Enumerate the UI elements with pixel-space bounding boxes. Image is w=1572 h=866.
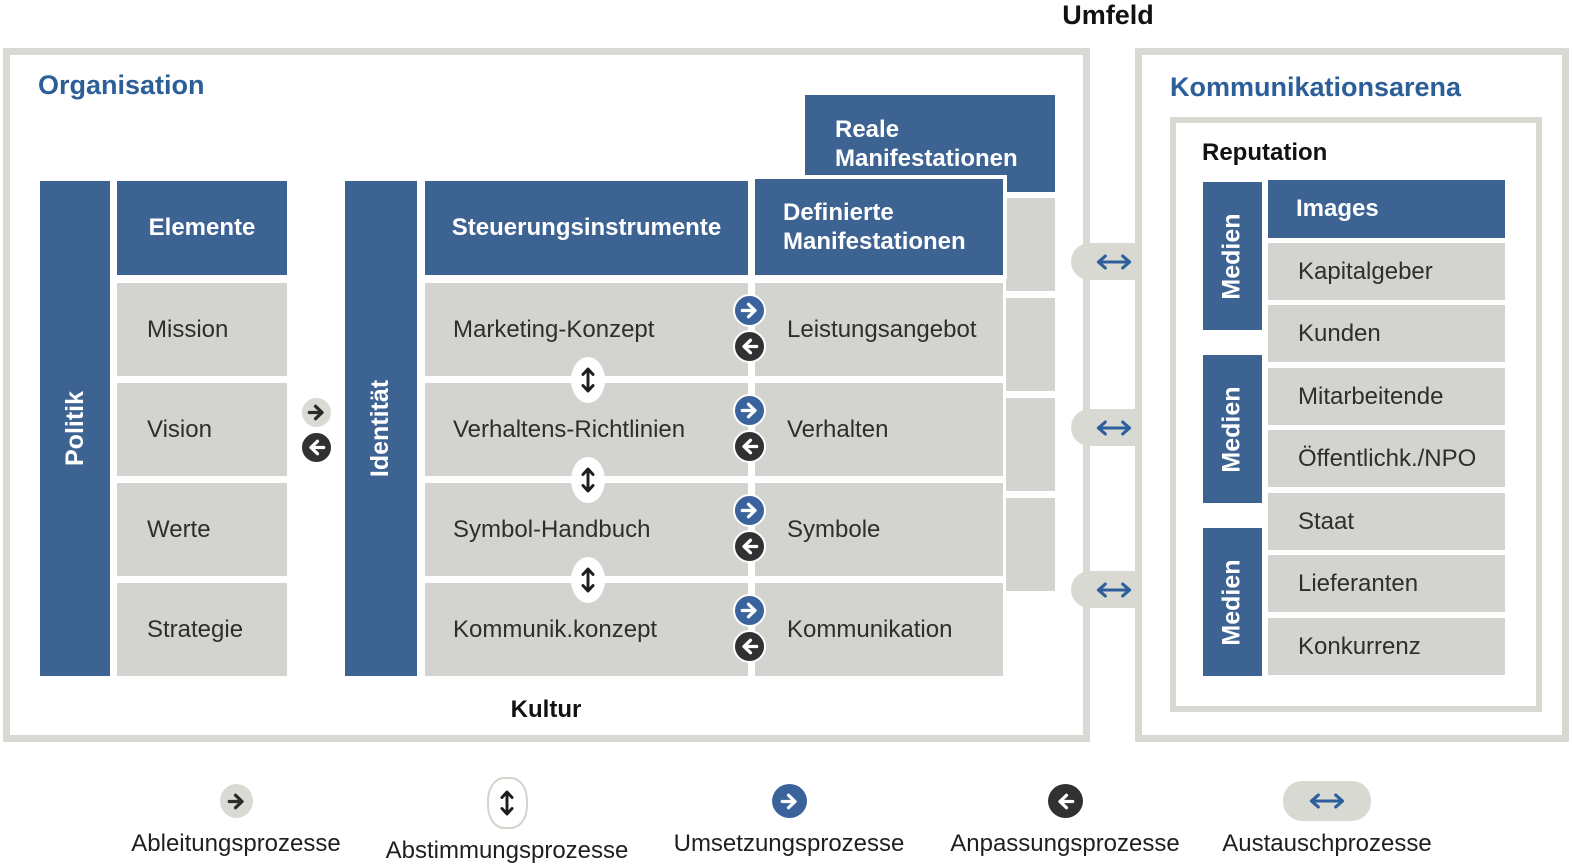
legend-item-austausch: Austauschprozesse [1187,781,1467,858]
legend-label: Umsetzungsprozesse [673,830,905,857]
politik-label: Politik [60,390,89,467]
reale-line2: Manifestationen [835,144,1018,172]
element-row-strategie: Strategie [117,583,287,676]
elemente-header: Elemente [117,181,287,275]
umsetzung-icon [733,394,766,427]
legend-item-anpassung: Anpassungsprozesse [925,784,1205,858]
right-arrow-blue-icon [771,784,807,818]
row-label: Verhaltens-Richtlinien [453,415,686,443]
row-label: Mitarbeitende [1298,382,1444,410]
politik-bar: Politik [40,181,110,676]
anpassung-icon [733,330,766,363]
reale-line1: Reale [835,115,900,143]
umsetzung-icon [733,294,766,327]
definierte-line1: Definierte [783,199,894,226]
stakeholder-row-staat: Staat [1268,493,1505,550]
left-arrow-dark-icon [1047,784,1083,818]
elemente-header-label: Elemente [148,214,256,241]
medien-label: Medien [1218,212,1246,300]
row-label: Kunden [1298,319,1381,347]
umfeld-title: Umfeld [1062,0,1154,30]
umsetzung-icon [733,494,766,527]
row-label: Kapitalgeber [1298,257,1433,285]
abstimmung-icon [571,457,605,503]
organisation-title: Organisation [38,70,205,100]
anpassung-icon [300,431,333,464]
row-label: Kommunikation [787,615,953,643]
medien-label: Medien [1218,558,1246,646]
identitaet-label: Identität [366,379,395,478]
row-label: Strategie [147,615,244,643]
steuerung-header-label: Steuerungsinstrumente [451,214,722,241]
row-label: Lieferanten [1298,569,1419,597]
medien-bar: Medien [1203,528,1262,676]
legend-label: Abstimmungsprozesse [385,837,629,864]
vertical-double-arrow-icon [486,777,528,829]
kommunikationsarena-title: Kommunikationsarena [1170,72,1462,102]
legend-item-abstimmung: Abstimmungsprozesse [367,777,647,865]
abstimmung-icon [571,557,605,603]
legend-label: Austauschprozesse [1222,830,1432,857]
stakeholder-row-mitarbeitende: Mitarbeitende [1268,368,1505,425]
definierte-row-leistungsangebot: Leistungsangebot [755,283,1003,376]
legend-item-umsetzung: Umsetzungsprozesse [649,784,929,858]
reputation-label: Reputation [1202,139,1328,166]
row-label: Verhalten [787,415,889,443]
stakeholder-row-kapitalgeber: Kapitalgeber [1268,243,1505,300]
row-label: Konkurrenz [1298,632,1421,660]
anpassung-icon [733,530,766,563]
row-label: Marketing-Konzept [453,315,655,343]
stakeholder-row-konkurrenz: Konkurrenz [1268,618,1505,675]
medien-bar: Medien [1203,355,1262,503]
images-header-label: Images [1296,195,1379,222]
anpassung-icon [733,630,766,663]
reale-block [1006,498,1055,591]
definierte-line2: Manifestationen [783,228,966,255]
row-label: Staat [1298,507,1355,535]
medien-bar: Medien [1203,182,1262,330]
umsetzung-icon [733,594,766,627]
row-label: Werte [147,515,211,543]
ableitung-icon [300,396,333,429]
kultur-label: Kultur [510,696,582,723]
legend-item-ableitung: Ableitungsprozesse [96,784,376,858]
definierte-row-symbole: Symbole [755,483,1003,576]
abstimmung-icon [571,357,605,403]
reale-block [1006,398,1055,491]
row-label: Symbol-Handbuch [453,515,651,543]
stakeholder-row-kunden: Kunden [1268,305,1505,362]
definierte-row-kommunikation: Kommunikation [755,583,1003,676]
row-label: Mission [147,315,229,343]
row-label: Öffentlichk./NPO [1298,444,1477,472]
steuerung-row-marketing: Marketing-Konzept [425,283,748,376]
steuerungsinstrumente-header: Steuerungsinstrumente [425,181,748,275]
element-row-werte: Werte [117,483,287,576]
medien-label: Medien [1218,385,1246,473]
identitaet-bar: Identität [345,181,417,676]
right-arrow-gray-icon [219,784,253,818]
reale-block [1006,198,1055,291]
anpassung-icon [733,430,766,463]
stakeholder-row-oeffentlichkeit: Öffentlichk./NPO [1268,430,1505,487]
images-header: Images [1268,180,1505,238]
horizontal-double-arrow-icon [1283,781,1371,821]
row-label: Vision [147,415,212,443]
definierte-manifestationen-header: Definierte Manifestationen [751,175,1007,279]
legend-label: Anpassungsprozesse [950,830,1180,857]
reale-block [1006,298,1055,391]
definierte-row-verhalten: Verhalten [755,383,1003,476]
row-label: Kommunik.konzept [453,615,658,643]
row-label: Symbole [787,515,881,543]
element-row-mission: Mission [117,283,287,376]
element-row-vision: Vision [117,383,287,476]
legend-label: Ableitungsprozesse [131,830,341,857]
row-label: Leistungsangebot [787,315,977,343]
stakeholder-row-lieferanten: Lieferanten [1268,555,1505,612]
